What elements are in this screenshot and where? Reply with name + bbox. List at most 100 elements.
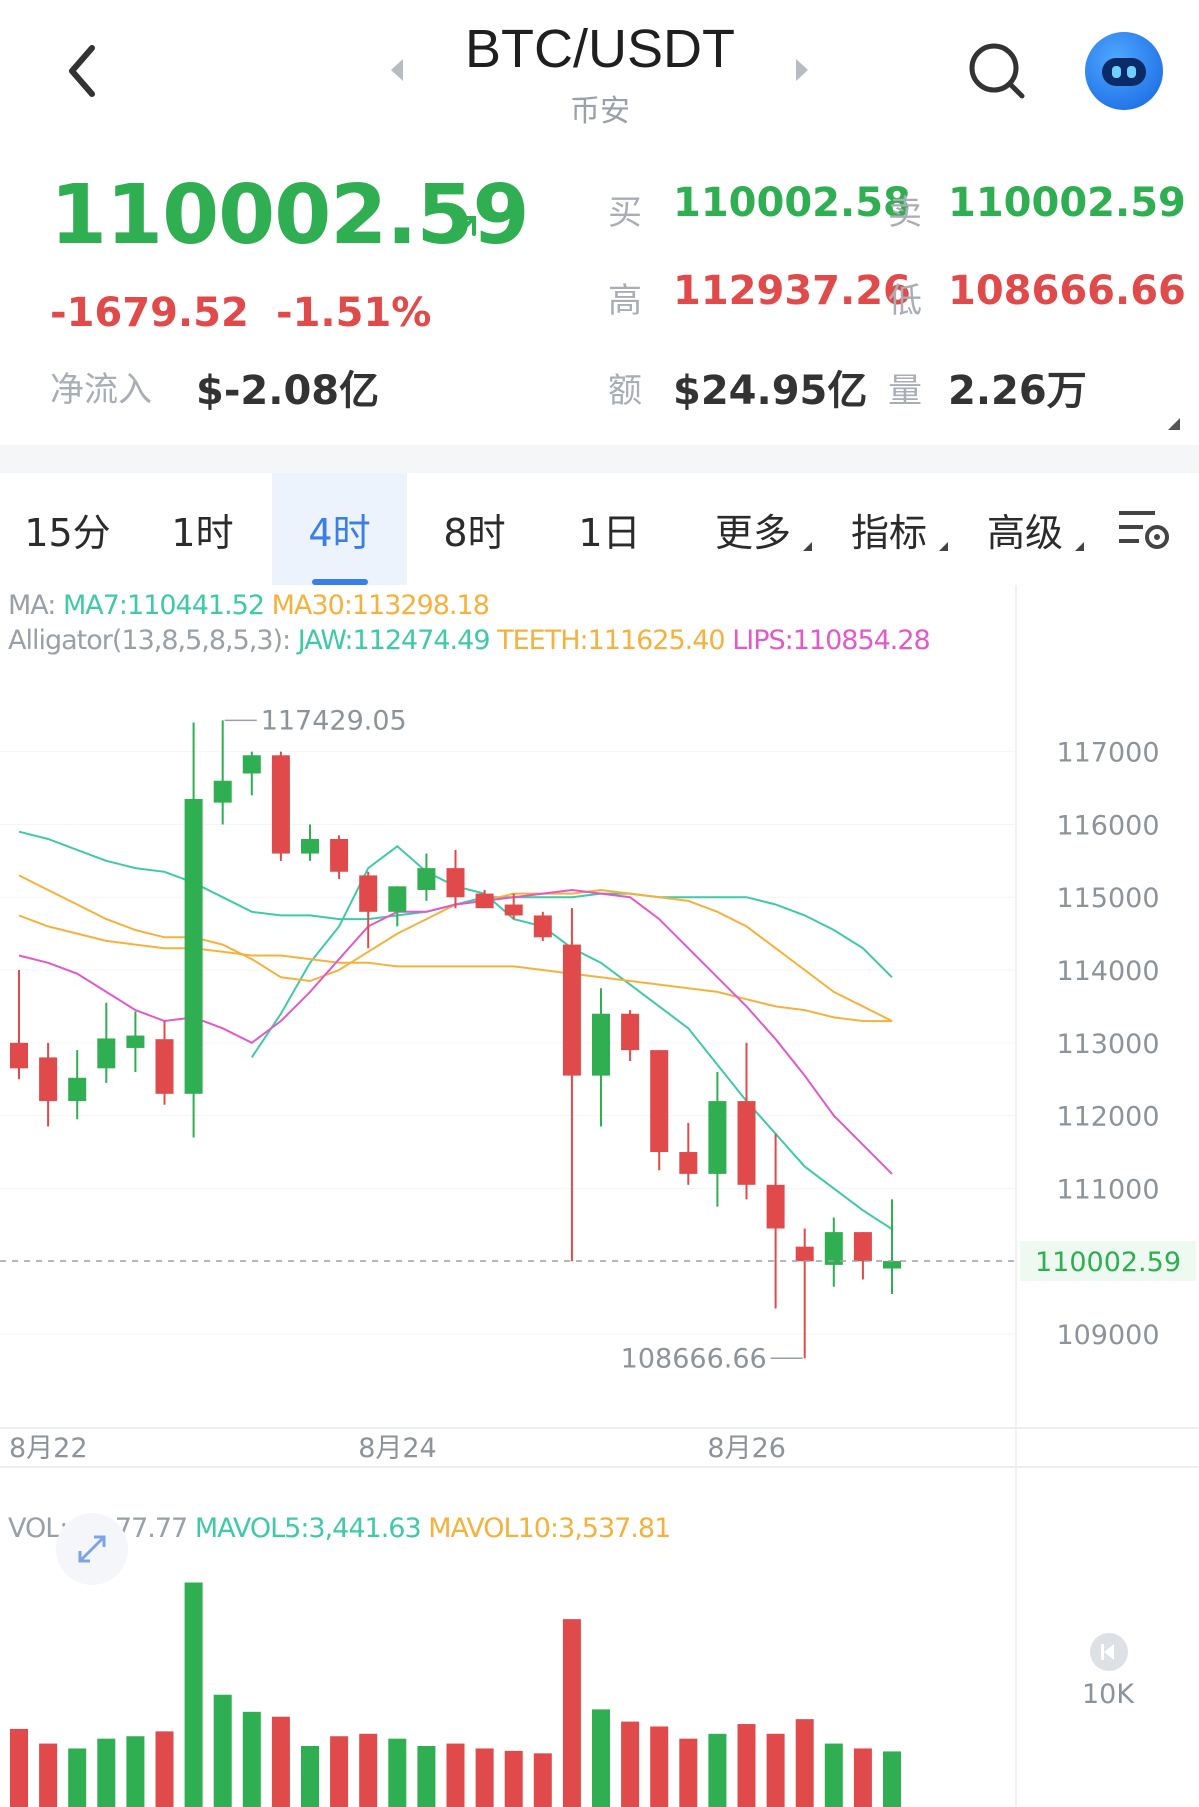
volume-bar	[795, 1719, 814, 1807]
volume-bar	[330, 1736, 349, 1807]
y-tick-label: 116000	[1056, 810, 1159, 841]
low-value: 108666.66	[948, 268, 1186, 314]
change-amount: -1679.52	[50, 290, 249, 336]
tab-indicators[interactable]: 指标	[828, 473, 950, 585]
volume-bar	[301, 1746, 319, 1807]
candle-body	[679, 1152, 698, 1174]
indicator-line-ma30	[18, 914, 893, 1023]
volume-bar	[853, 1748, 872, 1807]
ma-legend: MA: MA7:110441.52 MA30:113298.18	[8, 590, 490, 621]
change-percent: -1.51%	[276, 290, 432, 336]
candle-body	[271, 755, 290, 854]
alligator-prefix: Alligator(13,8,5,8,5,3):	[8, 625, 291, 656]
indicator-line-lips	[18, 888, 893, 1175]
candle-body	[650, 1050, 669, 1153]
candle-body	[708, 1101, 727, 1174]
pair-title[interactable]: BTC/USDT	[465, 19, 735, 79]
candle-body	[446, 868, 465, 898]
dropdown-caret-icon	[939, 542, 948, 551]
candle-body	[10, 1042, 28, 1069]
high-label: 高	[608, 281, 642, 321]
current-price-tag	[1020, 1241, 1196, 1282]
tab-8h[interactable]: 8时	[443, 510, 506, 555]
scroll-to-latest-icon[interactable]	[1090, 1633, 1128, 1671]
sell-label: 卖	[888, 193, 922, 233]
volume-bar	[592, 1709, 610, 1807]
candle-body	[883, 1261, 901, 1269]
vol-tick-label: 10K	[1082, 1679, 1135, 1710]
volume-value: 2.26万	[948, 368, 1087, 414]
amount-label: 额	[608, 371, 642, 411]
candle-body	[737, 1101, 756, 1185]
volume-bar	[533, 1753, 552, 1807]
volume-bar	[10, 1728, 28, 1807]
volume-bar	[562, 1619, 581, 1807]
volume-bar	[621, 1721, 640, 1807]
back-arrow-icon[interactable]	[52, 36, 122, 106]
volume-bar	[650, 1726, 669, 1807]
amount-value: $24.95亿	[673, 368, 868, 414]
mavol5-legend: MAVOL5:3,441.63	[194, 1513, 422, 1544]
tab-15m[interactable]: 15分	[24, 510, 111, 555]
buy-value: 110002.58	[673, 180, 911, 226]
search-icon[interactable]	[962, 36, 1032, 106]
kline-chart-canvas[interactable]: 117000 116000 115000 114000 113000 112000 1110…	[0, 585, 1199, 1807]
volume-bar	[824, 1743, 843, 1807]
candle-body	[766, 1184, 785, 1229]
top-bar: BTC/USDT 币安	[0, 0, 1199, 140]
candle-body	[388, 886, 407, 912]
y-tick-label: 113000	[1056, 1029, 1159, 1060]
y-tick-label: 112000	[1056, 1102, 1159, 1133]
low-label: 低	[888, 281, 922, 321]
volume-bar	[883, 1751, 901, 1807]
candle-body	[795, 1246, 814, 1262]
trend-up-arrow-icon	[446, 210, 482, 246]
volume-bar	[737, 1724, 756, 1807]
tab-more[interactable]: 更多	[692, 473, 814, 585]
kline-chart[interactable]: 117000 116000 115000 114000 113000 112000 1110…	[0, 585, 1199, 1807]
candle-body	[39, 1057, 58, 1102]
sell-value: 110002.59	[948, 180, 1186, 226]
robot-avatar-icon[interactable]	[1085, 32, 1163, 110]
tab-4h[interactable]: 4时	[272, 473, 407, 585]
y-tick-label: 117000	[1056, 738, 1159, 769]
high-value: 112937.26	[673, 268, 911, 314]
volume-bar	[68, 1748, 87, 1807]
candle-body	[621, 1013, 640, 1051]
candle-body	[562, 944, 581, 1076]
x-tick-label: 8月22	[9, 1433, 88, 1464]
tab-1d[interactable]: 1日	[578, 510, 641, 555]
volume-bar	[126, 1736, 145, 1807]
chart-settings-icon[interactable]	[1115, 505, 1171, 555]
min-price-label: 108666.66	[621, 1343, 767, 1374]
volume-bar	[766, 1733, 785, 1807]
next-pair-icon[interactable]	[790, 55, 814, 85]
candle-body	[330, 839, 349, 872]
max-price-label: 117429.05	[261, 705, 407, 736]
prev-pair-icon[interactable]	[385, 55, 409, 85]
lips-legend: LIPS:110854.28	[732, 625, 931, 656]
candle-body	[592, 1013, 610, 1076]
teeth-legend: TEETH:111625.40	[497, 625, 726, 656]
expand-stats-icon[interactable]	[1168, 418, 1180, 430]
candle-body	[155, 1039, 174, 1094]
ma7-legend: MA7:110441.52	[62, 590, 265, 621]
expand-icon[interactable]	[56, 1513, 128, 1585]
candle-body	[417, 868, 436, 890]
last-price: 110002.59	[50, 168, 530, 263]
volume-bar	[39, 1743, 58, 1807]
volume-bar	[417, 1746, 436, 1807]
candle-body	[504, 904, 523, 916]
candle-body	[824, 1232, 843, 1265]
tab-1h[interactable]: 1时	[171, 510, 234, 555]
mavol10-legend: MAVOL10:3,537.81	[428, 1513, 671, 1544]
section-divider	[0, 445, 1199, 473]
y-tick-label: 111000	[1056, 1174, 1159, 1205]
volume-bar	[242, 1711, 261, 1807]
candle-body	[68, 1077, 87, 1102]
y-tick-label: 114000	[1056, 956, 1159, 987]
net-inflow-label: 净流入	[50, 370, 152, 410]
tab-advanced[interactable]: 高级	[964, 473, 1086, 585]
volume-bar	[271, 1716, 290, 1807]
volume-bar	[446, 1743, 465, 1807]
